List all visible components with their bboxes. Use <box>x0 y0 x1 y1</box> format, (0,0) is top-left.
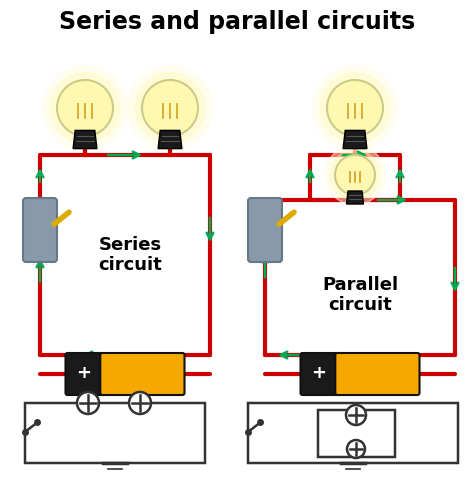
Circle shape <box>320 73 390 143</box>
Text: Series
circuit: Series circuit <box>98 236 162 275</box>
Text: Parallel
circuit: Parallel circuit <box>322 276 398 314</box>
Text: Series and parallel circuits: Series and parallel circuits <box>59 10 415 34</box>
Circle shape <box>330 150 380 200</box>
Polygon shape <box>343 130 367 148</box>
FancyBboxPatch shape <box>335 353 419 395</box>
FancyBboxPatch shape <box>301 353 341 395</box>
Circle shape <box>135 73 205 143</box>
Circle shape <box>325 145 385 205</box>
Circle shape <box>77 392 99 414</box>
FancyBboxPatch shape <box>248 198 282 262</box>
FancyBboxPatch shape <box>23 198 57 262</box>
Polygon shape <box>73 130 97 148</box>
Circle shape <box>57 80 113 136</box>
Circle shape <box>335 155 375 195</box>
Circle shape <box>346 405 366 425</box>
Polygon shape <box>346 191 364 204</box>
Text: +: + <box>311 364 327 382</box>
FancyBboxPatch shape <box>65 353 106 395</box>
Text: +: + <box>77 364 91 382</box>
Circle shape <box>327 80 383 136</box>
Circle shape <box>128 66 212 150</box>
FancyBboxPatch shape <box>100 353 184 395</box>
Circle shape <box>129 392 151 414</box>
Circle shape <box>50 73 120 143</box>
Circle shape <box>142 80 198 136</box>
Circle shape <box>43 66 127 150</box>
Circle shape <box>313 66 397 150</box>
Circle shape <box>347 440 365 458</box>
Polygon shape <box>158 130 182 148</box>
